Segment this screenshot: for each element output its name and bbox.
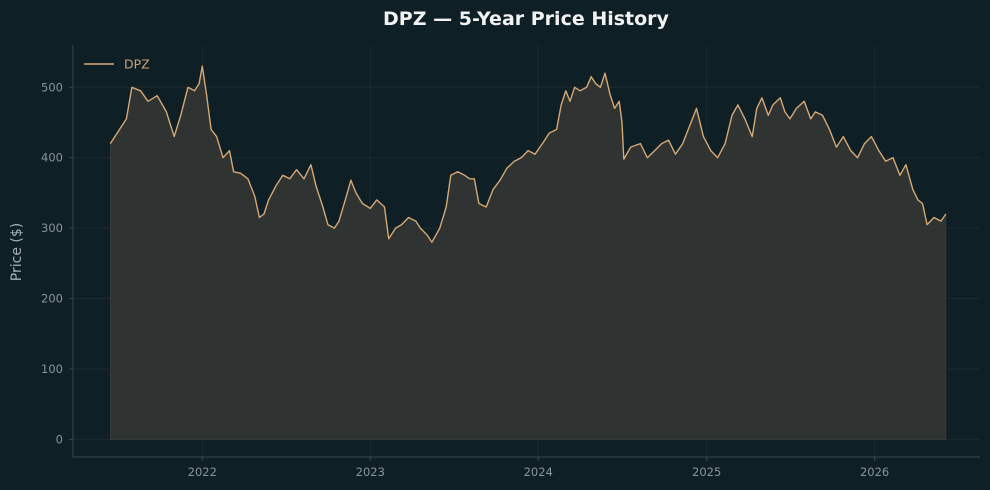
x-tick-label: 2022 — [188, 465, 217, 479]
plot-area: 0 100 200 300 400 500 2022 2023 2024 2025 2026 DPZ — [41, 45, 980, 479]
chart-title: DPZ — 5-Year Price History — [383, 8, 670, 30]
y-axis-label: Price ($) — [9, 223, 25, 281]
y-tick-label: 100 — [41, 362, 63, 376]
y-tick-label: 300 — [41, 221, 63, 235]
legend-label: DPZ — [124, 57, 150, 72]
x-tick-label: 2025 — [692, 465, 721, 479]
series-line — [109, 65, 947, 243]
y-tick-label: 0 — [56, 432, 63, 446]
x-tick-label: 2023 — [356, 465, 385, 479]
x-tick-label: 2024 — [524, 465, 553, 479]
y-tick-label: 500 — [41, 80, 63, 94]
x-tick-label: 2026 — [860, 465, 889, 479]
y-tick-label: 400 — [41, 151, 63, 165]
y-tick-label: 200 — [41, 292, 63, 306]
